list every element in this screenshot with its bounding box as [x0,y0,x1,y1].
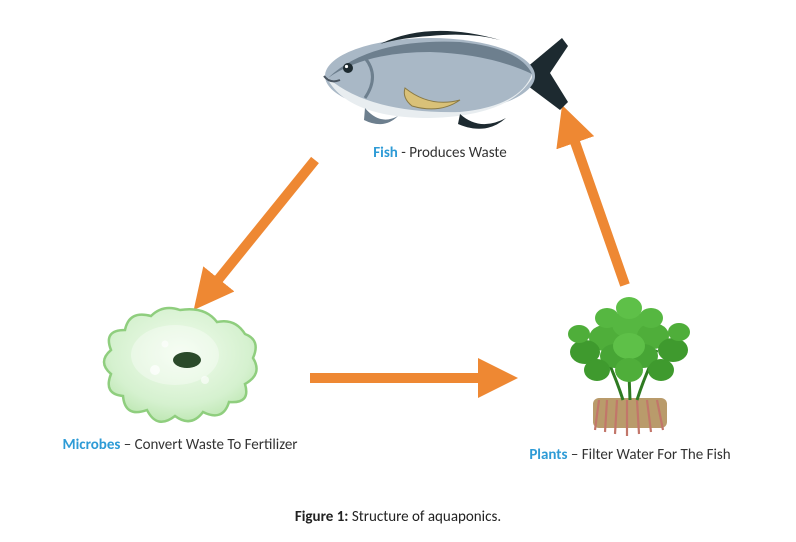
microbes-sep: – [120,436,134,454]
plants-term: Plants [529,446,567,464]
fish-desc: Produces Waste [409,144,507,162]
figure-caption: Figure 1: Structure of aquaponics. [0,508,796,526]
microbe-icon [95,300,265,430]
node-plants: Plants – Filter Water For The Fish [520,290,740,464]
microbes-label: Microbes – Convert Waste To Fertilizer [63,436,298,454]
caption-fig-label: Figure 1: [295,508,349,526]
node-fish: Fish - Produces Waste [310,18,570,162]
node-microbes: Microbes – Convert Waste To Fertilizer [70,300,290,454]
caption-text: Structure of aquaponics. [348,508,501,526]
plants-label: Plants – Filter Water For The Fish [529,446,730,464]
diagram-canvas: Fish - Produces Waste Microbe [0,0,796,542]
plants-sep: – [568,446,582,464]
microbes-term: Microbes [63,436,121,454]
plants-desc: Filter Water For The Fish [582,446,731,464]
fish-sep: - [398,144,409,162]
microbes-desc: Convert Waste To Fertilizer [135,436,298,454]
fish-icon [310,18,570,138]
plant-icon [545,290,715,440]
fish-label: Fish - Produces Waste [373,144,507,162]
fish-term: Fish [373,144,398,162]
